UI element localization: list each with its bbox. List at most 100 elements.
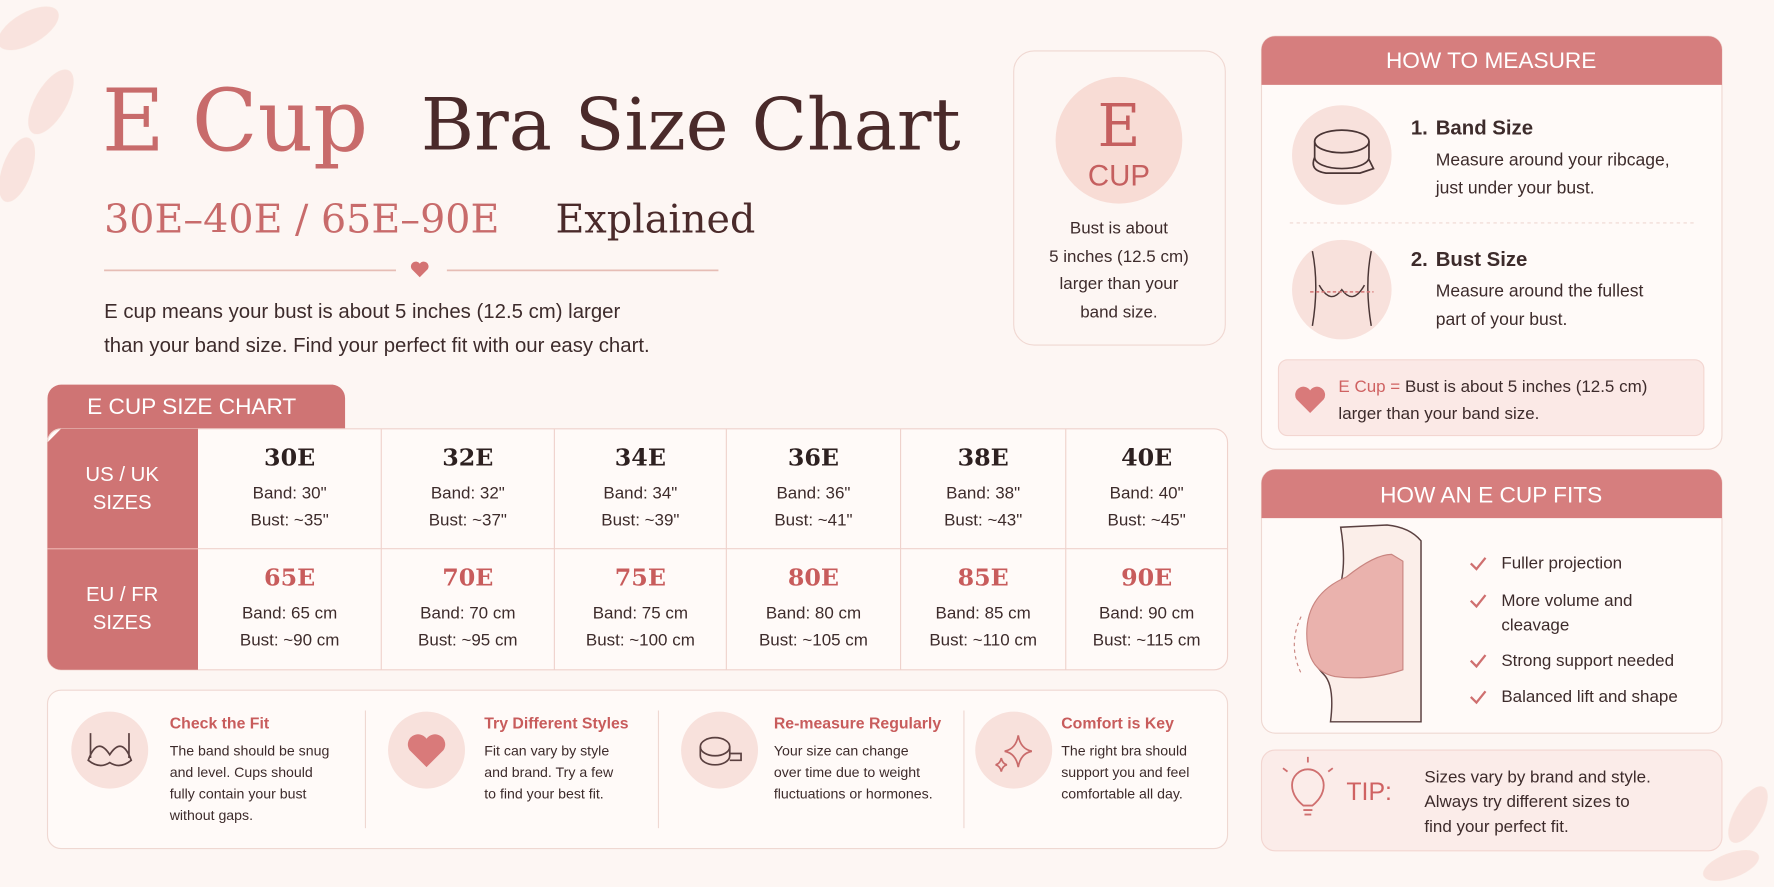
tip-box [1260,749,1723,852]
tip-text: The band should be snug [169,743,330,759]
check-marks [1469,557,1487,705]
size-name: 70E [442,562,494,592]
size-name: 90E [1121,562,1173,592]
tip-text: fluctuations or hormones. [773,786,933,802]
tip-text: to find your best fit. [484,786,604,802]
step-text: Measure around your ribcage, [1435,150,1670,170]
fit-illustration [1293,524,1422,723]
row-label: EU / FR [85,582,159,606]
chart-tab-label: E CUP SIZE CHART [87,394,297,420]
step-number: 2. [1410,247,1428,271]
step-title: Bust Size [1435,247,1528,271]
badge-line: Bust is about [1069,218,1168,239]
row-label: US / UK [85,462,159,486]
step-number: 1. [1410,116,1428,140]
badge-letter: E [1097,92,1141,161]
step-text: Measure around the fullest [1435,281,1644,302]
badge-word: CUP [1087,158,1150,193]
subtitle-main: Explained [555,197,756,243]
tip-line: Always try different sizes to [1424,792,1630,812]
bust-value: Bust: ~43" [944,510,1023,531]
bust-value: Bust: ~37" [428,510,507,531]
heart-icon [407,734,446,768]
note-text: Bust is about 5 inches (12.5 cm) [1404,377,1648,397]
tip-text: and level. Cups should [169,764,313,781]
band-value: Band: 32" [430,483,505,503]
intro-line: E cup means your bust is about 5 inches … [104,299,621,323]
fit-point: More volume and [1501,591,1633,611]
bust-value: Bust: ~105 cm [758,630,868,650]
note-label: E Cup = [1338,377,1401,397]
step-text: just under your bust. [1435,179,1595,199]
tape-icon [1312,129,1375,174]
fit-point: Fuller projection [1501,553,1623,574]
badge-line: 5 inches (12.5 cm) [1049,246,1189,267]
tip-text: without gaps. [169,807,254,824]
panel-header [1261,469,1722,519]
bust-value: Bust: ~39" [601,510,680,531]
size-name: 65E [264,562,316,592]
band-value: Band: 65 cm [241,603,338,623]
tip-text: and brand. Try a few [484,764,614,781]
bust-value: Bust: ~95 cm [418,630,518,650]
tips-box [46,689,1229,850]
band-value: Band: 34" [603,483,678,503]
band-value: Band: 30" [252,483,327,503]
panel-title: HOW AN E CUP FITS [1380,483,1603,508]
subtitle-accent: 30E–40E / 65E–90E [104,197,500,243]
panel-title: HOW TO MEASURE [1385,48,1597,74]
title-accent: E Cup [101,70,369,171]
size-name: 30E [264,442,316,472]
band-value: Band: 36" [776,483,851,503]
band-value: Band: 40" [1109,483,1184,503]
bust-value: Bust: ~45" [1107,510,1186,531]
tip-dividers [364,710,965,829]
bra-icon [87,733,133,767]
size-name: 32E [442,442,494,472]
tip-line: Sizes vary by brand and style. [1424,767,1651,787]
tip-label: TIP: [1346,777,1392,806]
note-line: E Cup = Bust is about 5 inches (12.5 cm) [1338,378,1647,395]
tip-text: Your size can change [773,743,909,759]
bust-value: Bust: ~90 cm [239,630,340,650]
bust-value: Bust: ~35" [250,510,329,531]
step-icon-circle [1292,105,1392,205]
tip-text: Fit can vary by style [484,743,610,759]
bust-value: Bust: ~41" [774,510,853,531]
bust-icon [1310,251,1374,326]
tip-title: Check the Fit [169,713,270,733]
size-name: 85E [957,562,1009,592]
fit-point: Strong support needed [1501,651,1675,671]
size-name: 80E [787,562,840,592]
note-box [1277,359,1705,437]
band-value: Band: 80 cm [765,603,862,623]
band-value: Band: 70 cm [420,603,516,623]
badge-line: larger than your [1059,274,1179,295]
tip-text: fully contain your bust [169,786,307,802]
tip-text: over time due to weight [773,764,921,781]
tip-text: The right bra should [1061,743,1188,759]
step-title: Band Size [1435,116,1534,140]
band-value: Band: 38" [946,483,1021,503]
tip-title: Re-measure Regularly [773,713,942,733]
heart-icon [410,261,429,278]
tip-text: support you and feel [1061,764,1190,781]
badge-line: band size. [1080,302,1158,322]
row-label: SIZES [92,491,152,514]
note-text: larger than your band size. [1338,404,1540,424]
intro-line: than your band size. Find your perfect f… [104,333,650,357]
row-label: SIZES [92,610,152,634]
panel-header [1261,36,1722,85]
badge-circle [1055,76,1183,204]
sparkle-icon [995,735,1033,772]
size-name: 40E [1121,442,1173,472]
column-dividers [380,428,1067,670]
tip-title: Try Different Styles [484,713,629,733]
bust-value: Bust: ~115 cm [1092,630,1201,650]
band-value: Band: 90 cm [1099,603,1195,623]
tip-line: find your perfect fit. [1424,817,1569,837]
bust-value: Bust: ~100 cm [585,630,695,650]
